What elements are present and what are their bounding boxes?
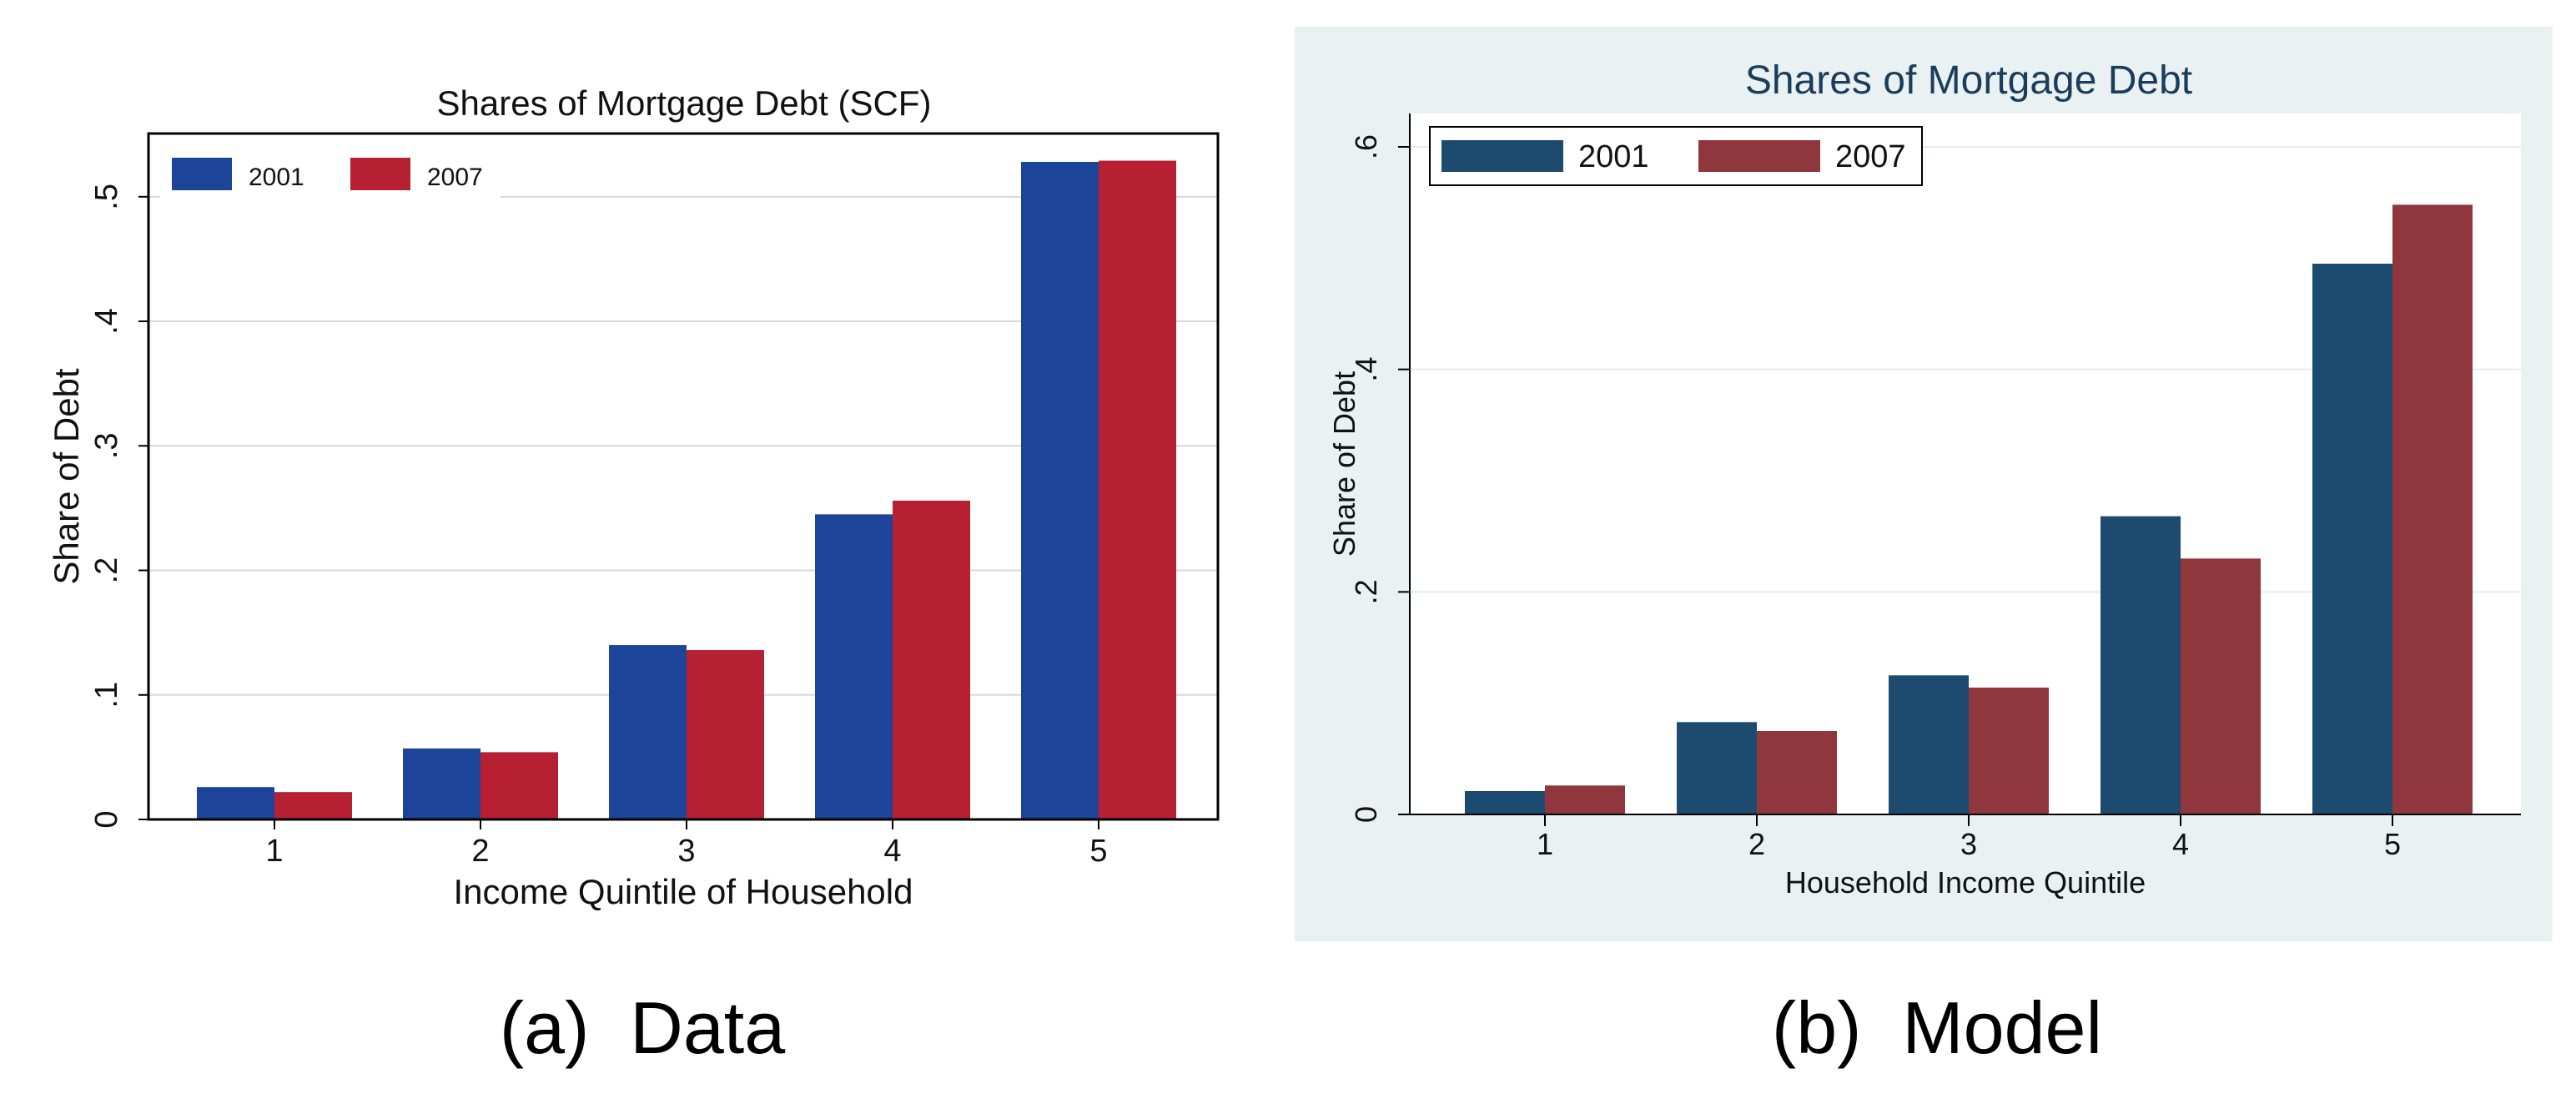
y-tick-label: .2 xyxy=(89,557,124,584)
x-tick-label: 1 xyxy=(265,834,283,869)
x-tick-label: 2 xyxy=(471,834,489,869)
y-tick-label: .5 xyxy=(89,184,124,210)
y-tick-label: .4 xyxy=(89,308,124,335)
bar-q4-2001 xyxy=(2101,516,2181,814)
x-tick-label: 5 xyxy=(1089,834,1107,869)
x-tick-label: 1 xyxy=(1537,827,1553,861)
caption-left: (a) Data xyxy=(500,986,785,1069)
x-tick-label: 3 xyxy=(677,834,695,869)
bar-q1-2007 xyxy=(1545,785,1625,814)
bar-q1-2007 xyxy=(274,792,352,819)
bar-q5-2007 xyxy=(2392,204,2473,815)
legend: 2001 2007 xyxy=(1429,126,1923,186)
bar-q3-2007 xyxy=(687,650,764,819)
x-tick-label: 4 xyxy=(2172,827,2189,861)
bar-q3-2001 xyxy=(1889,675,1969,814)
x-tick-label: 4 xyxy=(883,834,901,869)
y-tick-label: .3 xyxy=(89,432,124,459)
chart-data: Shares of Mortgage Debt (SCF) 0 .1 .2 .3 .4.… xyxy=(47,83,1220,911)
legend-swatch-2007 xyxy=(350,158,410,190)
bars xyxy=(197,160,1176,820)
bar-q4-2001 xyxy=(815,514,893,819)
bar-q5-2001 xyxy=(1021,162,1099,820)
bar-q3-2001 xyxy=(609,645,687,819)
bar-q5-2001 xyxy=(2312,264,2392,814)
bar-q2-2007 xyxy=(1757,731,1837,814)
bar-q2-2001 xyxy=(403,748,480,819)
x-axis-label: Income Quintile of Household xyxy=(454,872,913,911)
bar-q2-2007 xyxy=(480,752,558,819)
y-tick-label: .4 xyxy=(1349,357,1383,382)
bar-q1-2001 xyxy=(1465,791,1545,814)
y-axis-label: Share of Debt xyxy=(47,368,86,584)
chart-model: Shares of Mortgage Debt 0 .2 .4 .6 1 2 3 4 5 Sh… xyxy=(1295,27,2553,941)
legend-swatch-2001 xyxy=(172,158,232,190)
plot-frame xyxy=(147,132,1220,821)
bar-q2-2001 xyxy=(1677,722,1757,814)
legend-swatch-2007 xyxy=(1698,140,1820,172)
bar-q5-2007 xyxy=(1099,160,1176,819)
legend-label-2007: 2007 xyxy=(1835,139,1906,174)
bars xyxy=(1465,204,2473,815)
y-tick-label: .6 xyxy=(1349,134,1383,159)
y-tick-label: .1 xyxy=(89,682,124,708)
legend: 2001 2007 xyxy=(160,145,501,205)
y-tick-label: .2 xyxy=(1349,579,1383,604)
bar-q3-2007 xyxy=(1969,688,2049,814)
legend-label-2007: 2007 xyxy=(427,164,483,191)
chart-title: Shares of Mortgage Debt xyxy=(1745,58,2192,103)
legend-swatch-2001 xyxy=(1441,140,1563,172)
legend-label-2001: 2001 xyxy=(1578,139,1649,174)
bar-q1-2001 xyxy=(197,787,274,819)
y-tick-label: 0 xyxy=(89,810,124,828)
x-tick-label: 2 xyxy=(1748,827,1765,861)
chart-title: Shares of Mortgage Debt (SCF) xyxy=(437,83,932,123)
bar-q4-2007 xyxy=(2181,558,2261,814)
x-tick-label: 3 xyxy=(1960,827,1977,861)
y-axis-label: Share of Debt xyxy=(1327,371,1361,557)
caption-right: (b) Model xyxy=(1772,986,2102,1069)
y-axis: 0 .2 .4 .6 xyxy=(1349,134,1410,823)
x-axis-label: Household Income Quintile xyxy=(1785,865,2146,900)
y-tick-label: 0 xyxy=(1349,806,1383,823)
x-axis: 1 2 3 4 5 xyxy=(265,819,1108,869)
bar-q4-2007 xyxy=(893,500,970,819)
x-axis: 1 2 3 4 5 xyxy=(1537,814,2401,861)
legend-label-2001: 2001 xyxy=(249,164,304,191)
x-tick-label: 5 xyxy=(2384,827,2401,861)
y-axis: 0 .1 .2 .3 .4 .5 xyxy=(89,184,148,829)
